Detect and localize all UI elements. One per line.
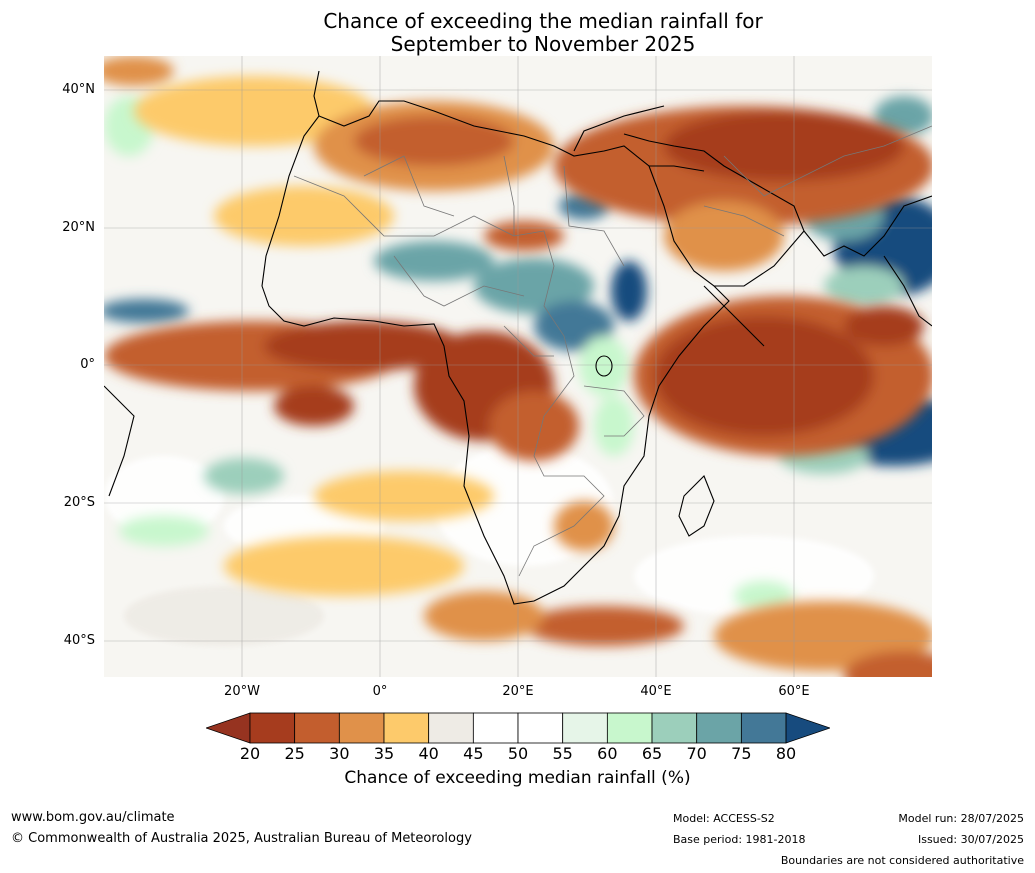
colorbar-tick-label: 35 — [373, 744, 395, 763]
colorbar-segment — [651, 712, 698, 744]
lat-label-40n: 40°N — [62, 82, 95, 97]
colorbar-tick-label: 25 — [284, 744, 305, 763]
map-title-line1: Chance of exceeding the median rainfall … — [323, 9, 763, 33]
disclaimer-text: Boundaries are not considered authoritat… — [780, 854, 1024, 867]
colorbar-segment — [428, 712, 474, 744]
website-text: www.bom.gov.au/climate — [11, 810, 175, 825]
colorbar-segment — [740, 712, 787, 744]
colorbar-segment — [606, 712, 653, 744]
colorbar — [206, 712, 830, 744]
country-borders — [293, 125, 932, 577]
colorbar-segment — [562, 712, 608, 744]
model-run-text: Model run: 28/07/2025 — [898, 812, 1024, 825]
lat-label-20n: 20°N — [62, 220, 95, 235]
lon-label-0: 0° — [372, 684, 388, 699]
colorbar-tick-label: 60 — [597, 744, 618, 763]
lon-label-20w: 20°W — [224, 684, 260, 699]
lat-label-20s: 20°S — [63, 495, 95, 510]
graticule — [104, 56, 932, 677]
colorbar-tick-label: 75 — [731, 744, 752, 763]
colorbar-tick-label: 20 — [239, 744, 261, 763]
map-title-line2: September to November 2025 — [390, 32, 696, 56]
colorbar-segment — [696, 712, 742, 744]
colorbar-over-arrow — [785, 712, 830, 744]
dry-anomalies — [104, 56, 932, 677]
colorbar-tick-label: 65 — [641, 744, 663, 763]
lat-label-40s: 40°S — [63, 633, 95, 648]
lon-label-60e: 60°E — [778, 684, 810, 699]
colorbar-segment — [249, 712, 296, 744]
wet-anomalies — [104, 96, 932, 611]
rainfall-probability-map — [104, 56, 932, 677]
lon-label-40e: 40°E — [640, 684, 672, 699]
colorbar-segment — [472, 712, 519, 744]
colorbar-label: Chance of exceeding median rainfall (%) — [344, 768, 691, 788]
colorbar-tick-label: 80 — [775, 744, 797, 763]
colorbar-tick-label: 30 — [329, 744, 350, 763]
colorbar-tick-label: 55 — [552, 744, 573, 763]
base-period-text: Base period: 1981-2018 — [673, 833, 806, 846]
colorbar-tick-label: 45 — [463, 744, 484, 763]
colorbar-segment — [294, 712, 340, 744]
colorbar-tick-label: 40 — [418, 744, 439, 763]
colorbar-segment — [383, 712, 430, 744]
model-text: Model: ACCESS-S2 — [673, 812, 775, 825]
colorbar-under-arrow — [206, 712, 251, 744]
lat-label-0: 0° — [80, 357, 95, 372]
colorbar-segment — [338, 712, 385, 744]
colorbar-tick-label: 70 — [686, 744, 707, 763]
issued-text: Issued: 30/07/2025 — [917, 833, 1024, 846]
colorbar-segment — [517, 712, 564, 744]
copyright-text: © Commonwealth of Australia 2025, Austra… — [11, 831, 472, 846]
lon-label-20e: 20°E — [502, 684, 534, 699]
colorbar-tick-label: 50 — [507, 744, 529, 763]
